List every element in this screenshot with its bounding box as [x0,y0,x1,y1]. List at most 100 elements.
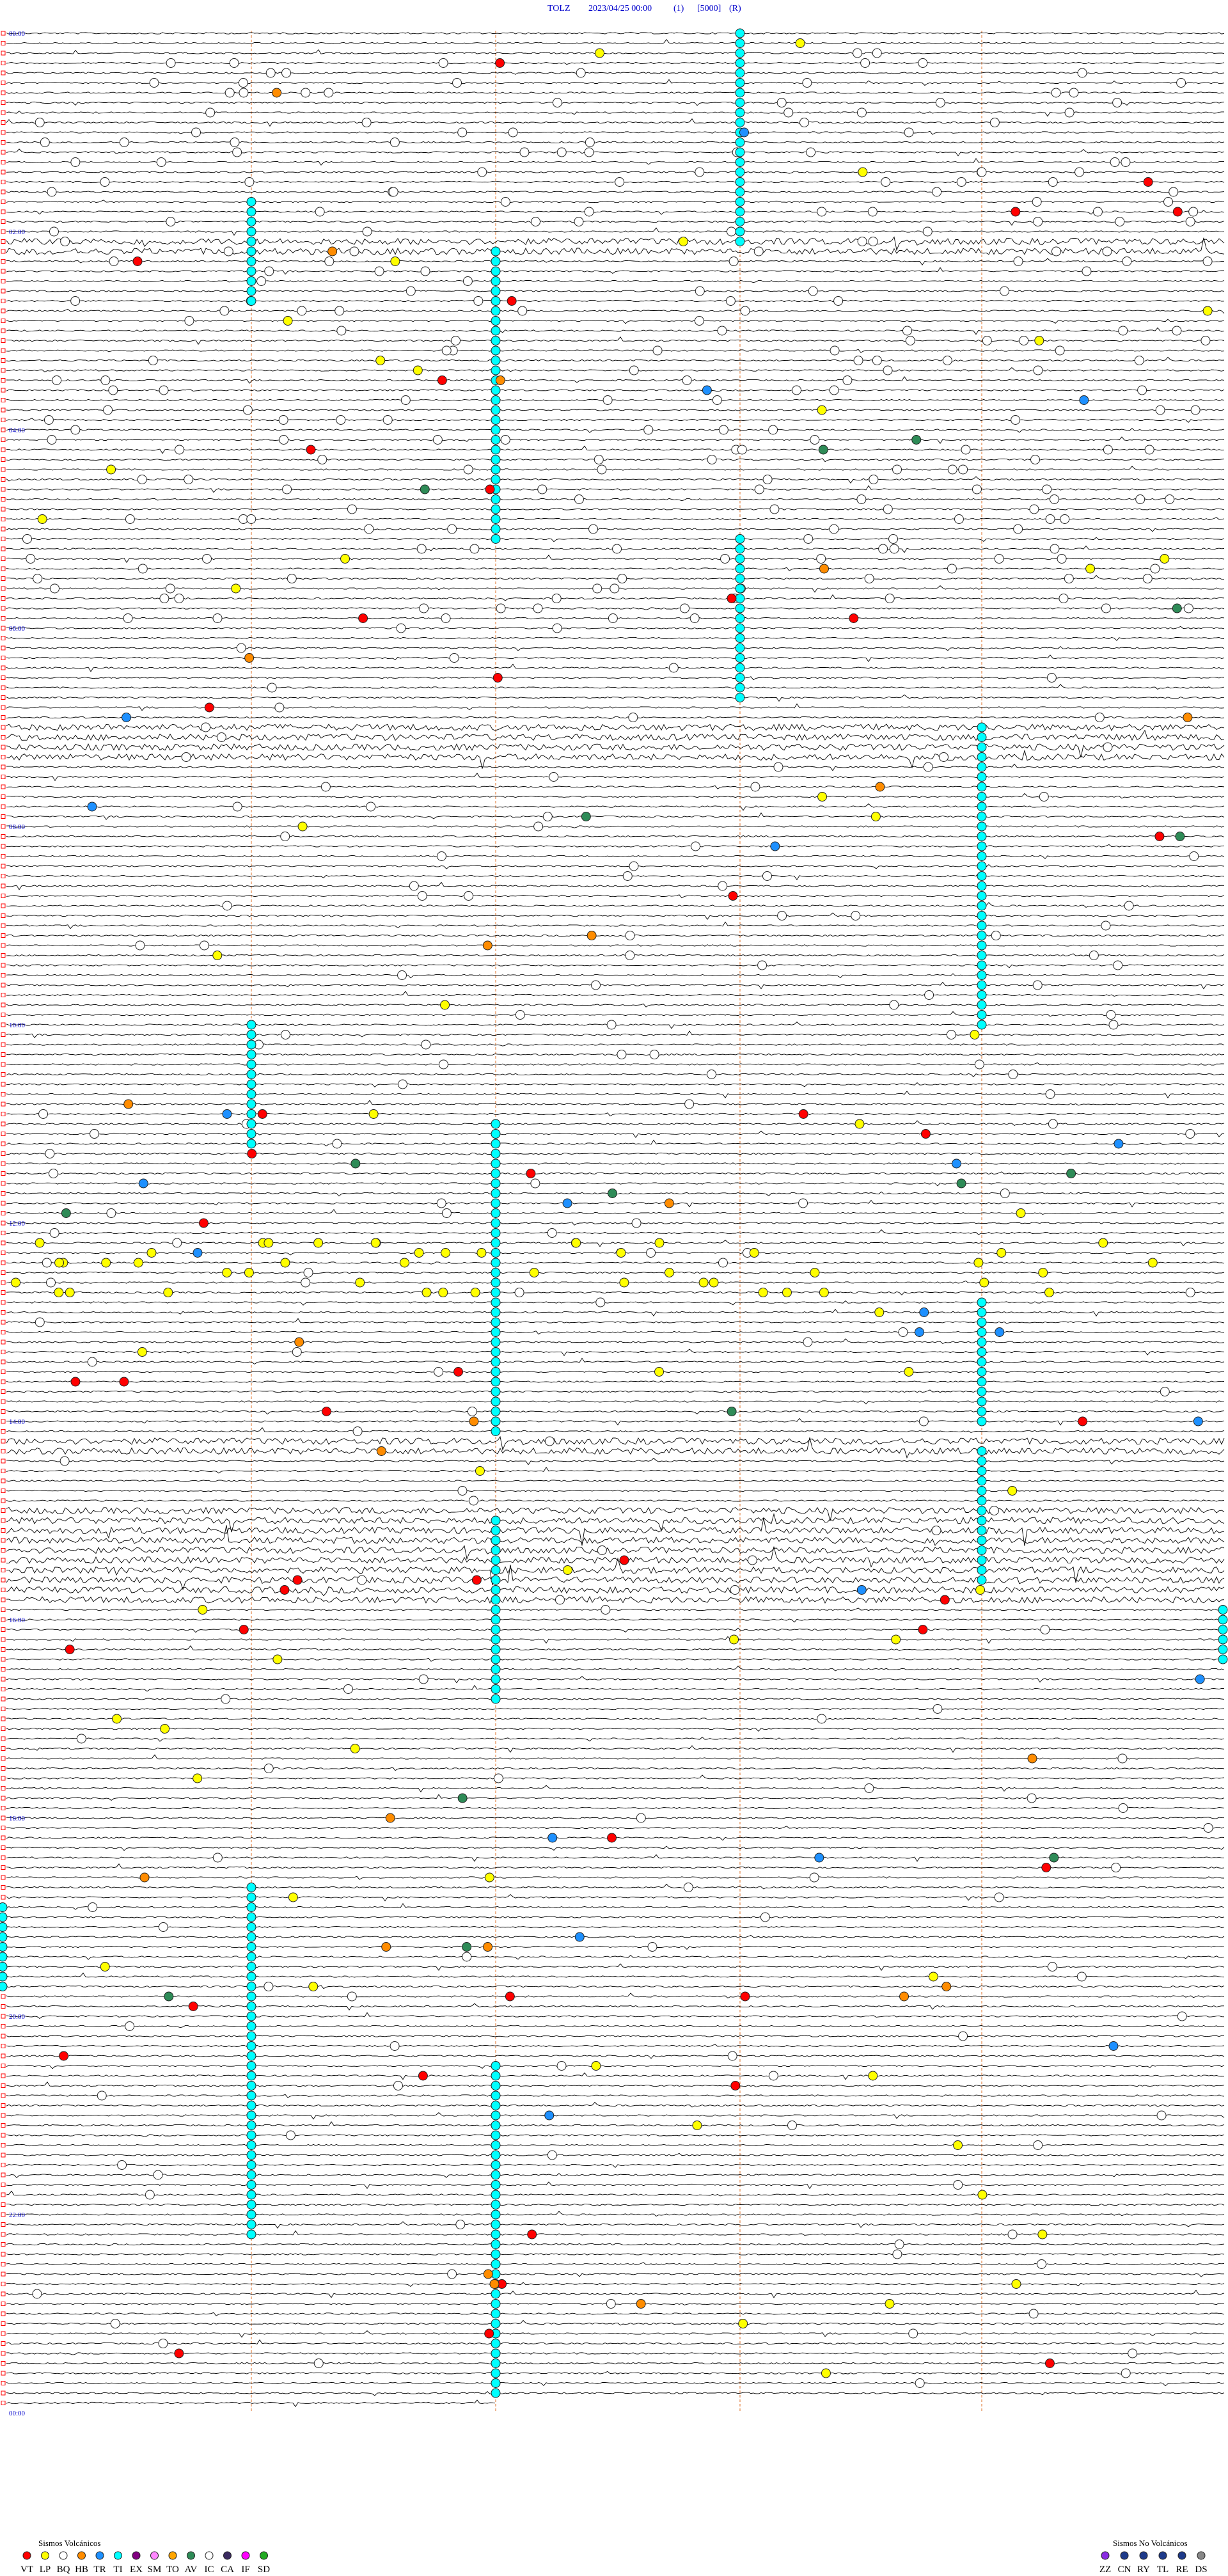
row-start-tick [1,1290,6,1295]
row-start-tick [1,705,6,710]
event-marker [1106,1010,1116,1020]
event-marker [1011,2279,1021,2289]
event-marker [1047,1962,1057,1972]
event-marker [735,58,745,68]
event-marker [1150,564,1160,574]
event-marker [519,147,530,157]
trace-row [6,1130,1225,1138]
trace-row [6,2253,1225,2256]
event-marker [246,514,256,524]
row-start-tick [1,2202,6,2207]
trace-row [6,1082,1225,1087]
legend-nonvolcanic: Sismos No Volcánicos ZZ CN RY TL RE DS [1099,2538,1208,2575]
event-marker [246,2150,256,2160]
event-marker [625,951,635,960]
event-marker [230,138,240,147]
event-marker [246,2021,256,2031]
event-marker [317,455,327,464]
event-marker [469,544,480,554]
event-marker [691,841,701,851]
event-marker [612,544,622,554]
row-start-tick [1,1994,6,1999]
event-marker [1085,564,1096,574]
trace-row [6,1291,1225,1296]
event-marker [246,2002,256,2011]
trace-row [6,290,1225,292]
trace-row [6,1348,1225,1356]
event-marker [1041,1863,1051,1872]
event-marker [995,1327,1005,1337]
event-marker [246,1922,256,1932]
event-marker [1098,1238,1108,1248]
event-marker [491,1317,501,1327]
event-marker [883,504,893,514]
event-marker [32,2289,42,2299]
legend-symbol-sd [260,2551,268,2560]
event-marker [977,167,987,177]
event-marker [629,861,639,871]
legend-symbol-to [168,2551,177,2560]
event-marker [576,68,586,78]
event-marker [418,1674,429,1684]
event-marker [491,1198,501,1208]
event-marker [517,306,528,316]
trace-row [6,237,1225,255]
legend-label-if: IF [241,2564,249,2575]
event-marker [138,1178,148,1189]
event-marker [872,356,882,365]
row-start-tick [1,517,6,521]
event-marker [491,1396,501,1407]
event-marker [556,147,567,157]
event-marker [244,653,255,663]
event-marker [390,138,400,147]
legend-symbol-bq [59,2551,68,2560]
event-marker [135,940,145,951]
event-marker [829,524,839,534]
event-marker [689,613,700,623]
event-marker [977,1347,987,1357]
row-start-tick [1,2113,6,2118]
event-marker [868,237,878,246]
trace-row [6,1727,1225,1732]
trace-row [6,1916,1225,1919]
legend-label-ti: TI [113,2564,122,2575]
event-marker [856,494,867,504]
row-start-tick [1,1181,6,1186]
row-start-tick [1,100,6,105]
event-marker [808,286,818,296]
trace-row [6,148,1225,157]
event-marker [491,1684,501,1694]
legend-volcanic-items: VT LP BQ HB TR TI EX SM TO AV IC CA IF SD [20,2551,270,2575]
event-marker [760,1912,770,1922]
event-marker [1218,1654,1228,1664]
trace-row [6,855,1225,860]
event-marker [1118,1803,1128,1813]
row-start-tick [1,150,6,155]
event-marker [491,286,501,296]
event-marker [735,663,745,673]
event-marker [977,951,987,960]
event-marker [491,1535,501,1545]
event-marker [222,901,232,911]
event-marker [246,266,256,276]
trace-row [6,2072,1225,2080]
event-marker [595,48,605,58]
event-marker [735,38,745,48]
row-start-tick [1,1508,6,1513]
legend-nonvolcanic-items: ZZ CN RY TL RE DS [1099,2551,1208,2575]
trace-row [6,2289,1225,2298]
row-start-tick [1,1280,6,1285]
event-marker [718,425,728,435]
trace-row [6,2082,1225,2087]
event-marker [117,2160,127,2170]
trace-row [6,280,1225,283]
event-marker [247,1149,257,1158]
event-marker [491,2150,501,2160]
event-marker [491,1634,501,1645]
event-marker [246,2140,256,2150]
event-marker [70,425,81,435]
event-marker [42,1258,52,1268]
event-marker [246,1982,256,1991]
event-marker [1027,1753,1037,1764]
event-marker [928,1972,938,1982]
